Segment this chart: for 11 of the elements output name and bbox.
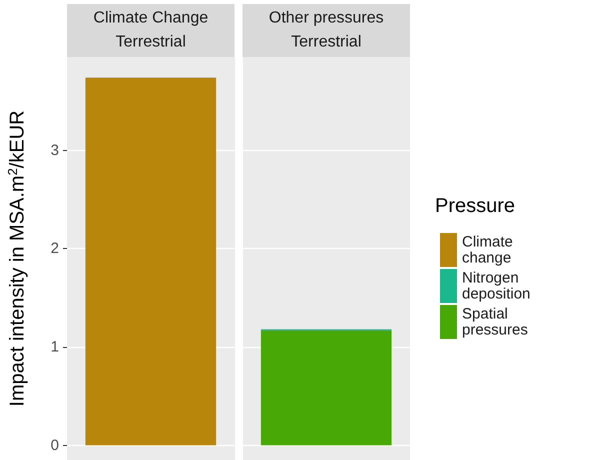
y-tick-label: 3 [50, 142, 59, 159]
legend-label: Nitrogen deposition [462, 270, 530, 302]
y-tick-label: 1 [50, 338, 59, 356]
y-tick-label: 2 [50, 240, 59, 258]
legend-title: Pressure [435, 195, 516, 217]
y-axis-title: Impact intensity in MSA.m2/kEUR [5, 110, 28, 407]
legend-label: Spatial pressures [462, 306, 528, 338]
legend-label: Climate change [462, 234, 518, 266]
y-tick-label: 0 [50, 436, 59, 454]
x-tick-label: Other pressures Terrestrial [268, 10, 384, 50]
x-tick-label: Climate Change Terrestrial [93, 10, 208, 50]
